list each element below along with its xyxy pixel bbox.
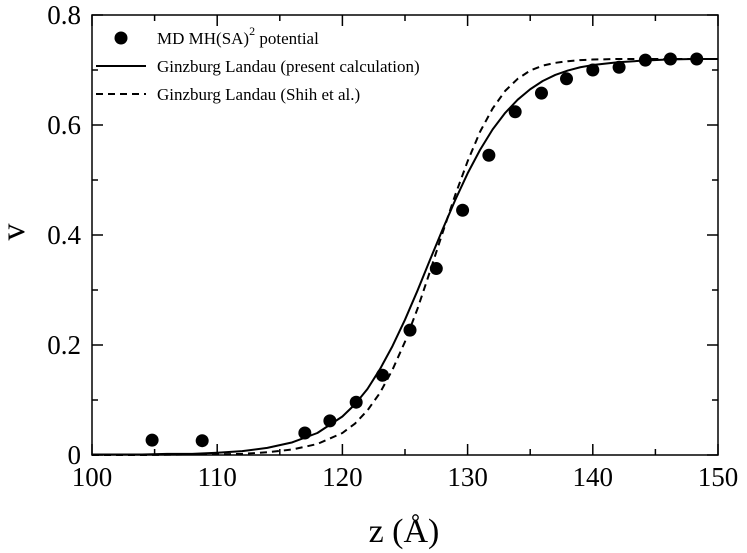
data-point [403,323,417,337]
x-tick-label: 110 [197,462,237,492]
data-point [508,105,522,119]
x-tick-label: 140 [573,462,614,492]
data-point [375,368,389,382]
tick-labels: 100 110 120 130 140 150 0 0.2 0.4 0.6 0.8 [47,0,738,492]
data-point [690,52,704,66]
y-tick-label: 0.2 [47,330,81,360]
series-line-present [92,58,718,456]
y-tick-label: 0.4 [47,220,81,250]
legend: MD MH(SA)2 potential Ginzburg Landau (pr… [96,24,420,104]
data-point [145,433,159,447]
data-point [638,53,652,67]
data-point [323,414,337,428]
data-point [429,262,443,276]
x-tick-label: 150 [698,462,739,492]
y-tick-label: 0 [68,440,82,470]
data-point [195,434,209,448]
data-point [482,148,496,162]
legend-label-md-superscript: 2 [249,24,255,38]
x-tick-label: 130 [447,462,488,492]
data-point [534,86,548,100]
y-tick-label: 0.8 [47,0,81,30]
legend-label-md-suffix: potential [255,29,319,48]
legend-marker-md [114,31,128,45]
x-tick-label: 100 [72,462,113,492]
plot-marks [92,52,718,456]
data-point [298,426,312,440]
legend-label-shih: Ginzburg Landau (Shih et al.) [157,85,360,104]
data-point [586,63,600,77]
data-point [349,395,363,409]
data-point [560,72,574,86]
data-point [456,203,470,217]
legend-label-md: MD MH(SA)2 potential [157,24,319,48]
y-tick-label: 0.6 [47,110,81,140]
data-point [612,60,626,74]
data-point [663,52,677,66]
x-tick-label: 120 [322,462,363,492]
legend-label-md-main: MD MH(SA) [157,29,249,48]
legend-label-present: Ginzburg Landau (present calculation) [157,57,420,76]
ticks [91,14,719,456]
y-axis-title: v [0,224,32,241]
x-axis-title: z (Å) [369,513,440,550]
